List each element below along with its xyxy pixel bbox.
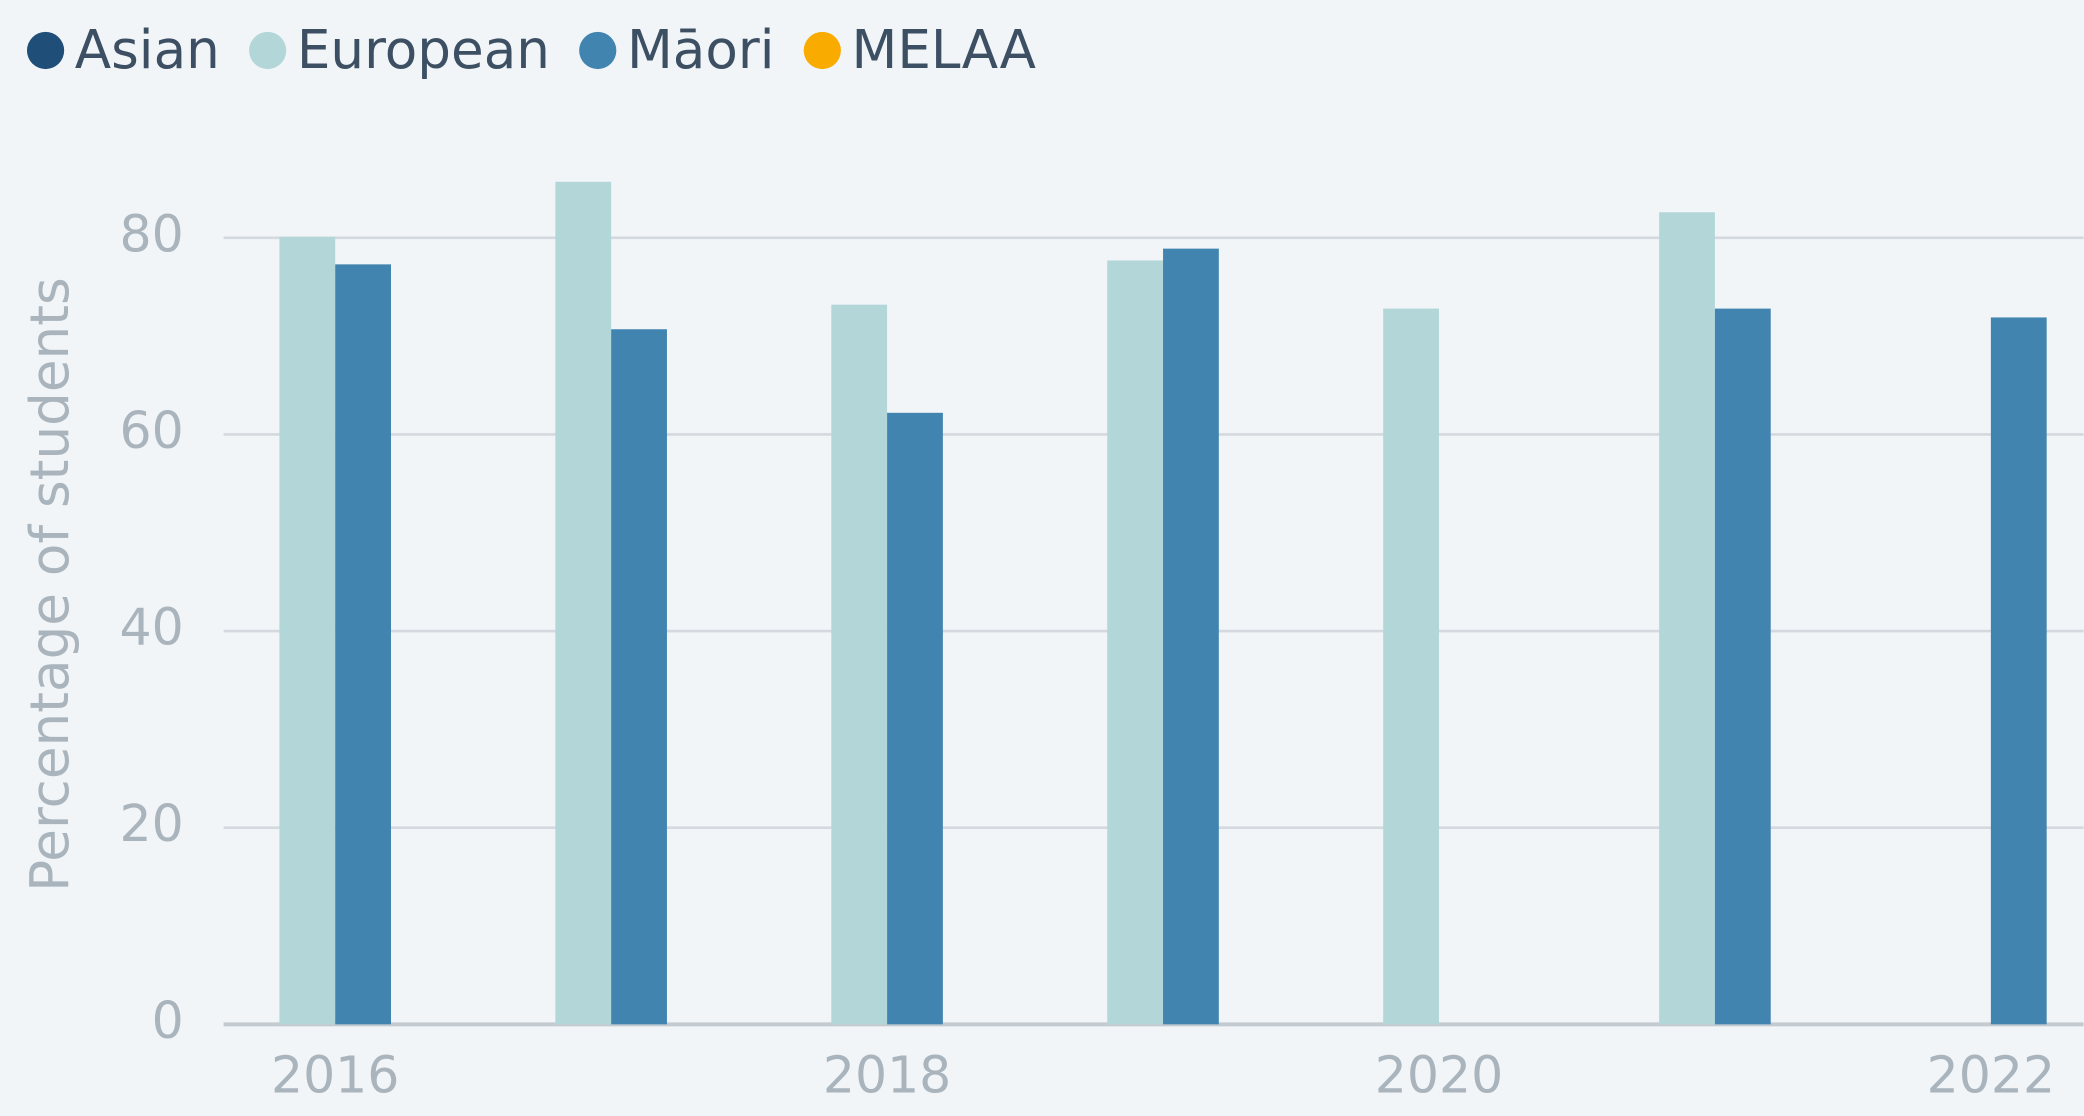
x-tick-label: 2020 xyxy=(1375,1045,1503,1104)
bar xyxy=(1163,248,1219,1025)
y-tick-label: 0 xyxy=(152,991,184,1050)
x-tick-label: 2022 xyxy=(1927,1045,2055,1104)
legend-marker xyxy=(249,31,287,70)
legend-label: MELAA xyxy=(852,19,1036,81)
y-tick-label: 20 xyxy=(120,794,184,853)
bar xyxy=(611,329,667,1025)
y-tick-label: 60 xyxy=(120,401,184,460)
y-axis-label: Percentage of students xyxy=(19,277,81,892)
y-tick-label: 40 xyxy=(120,598,184,657)
legend-marker xyxy=(803,31,841,70)
legend-marker xyxy=(579,31,617,70)
bar xyxy=(1659,212,1715,1025)
bar xyxy=(555,181,612,1025)
bar xyxy=(1383,308,1439,1025)
bar xyxy=(1714,308,1771,1025)
bar xyxy=(887,412,943,1025)
bar xyxy=(279,236,336,1025)
legend-marker xyxy=(26,31,65,70)
bar xyxy=(335,264,391,1025)
bar xyxy=(831,304,888,1025)
bar xyxy=(1990,317,2047,1025)
x-tick-label: 2016 xyxy=(271,1045,399,1104)
y-tick-label: 80 xyxy=(120,204,184,263)
x-tick-label: 2018 xyxy=(823,1045,951,1104)
legend-label: Māori xyxy=(627,19,774,81)
legend-label: Asian xyxy=(75,19,220,81)
bar xyxy=(1107,260,1164,1025)
legend-label: European xyxy=(297,19,550,81)
